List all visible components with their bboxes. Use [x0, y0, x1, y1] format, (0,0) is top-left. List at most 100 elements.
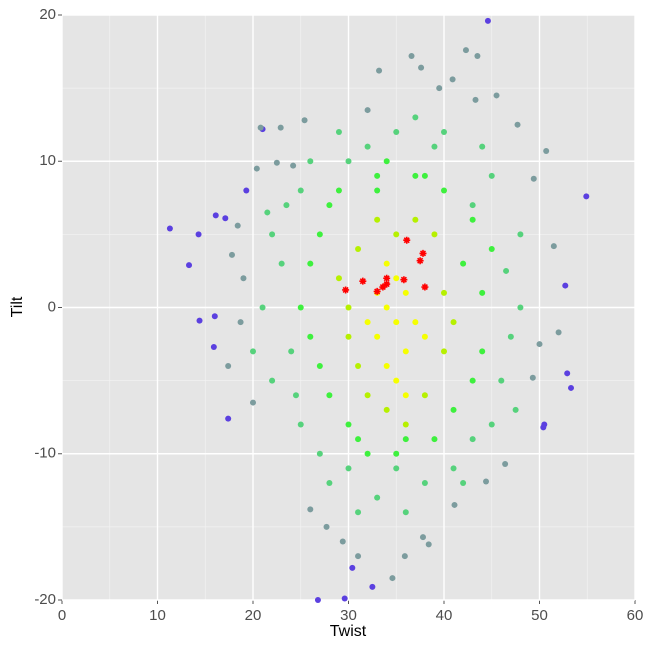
point: [483, 478, 490, 485]
point: [259, 304, 266, 311]
point: [264, 209, 271, 216]
x-tick-label: 0: [58, 607, 66, 624]
point: [195, 231, 202, 238]
point: [419, 534, 426, 541]
point: [393, 377, 400, 384]
point: [488, 172, 495, 179]
x-tick-label: 30: [340, 607, 357, 624]
point: [297, 421, 304, 428]
point: [425, 541, 432, 548]
point: [564, 370, 571, 377]
x-tick-label: 40: [436, 607, 453, 624]
point: [326, 480, 333, 486]
point: [431, 143, 438, 150]
y-tick-label: 0: [48, 298, 56, 315]
point: [374, 494, 381, 501]
point: [225, 363, 232, 369]
y-tick-label: 20: [39, 6, 56, 23]
point: [355, 363, 362, 369]
point: [402, 392, 409, 399]
point: [376, 67, 383, 74]
point: [562, 282, 569, 289]
point: [479, 348, 486, 355]
point: [364, 107, 371, 114]
point: [364, 392, 371, 399]
point: [225, 415, 232, 422]
point: [568, 384, 575, 391]
point: [355, 246, 362, 252]
x-tick-label: 60: [627, 607, 644, 624]
point: [383, 406, 390, 413]
point: [479, 289, 486, 296]
point: [316, 450, 323, 457]
point: [393, 465, 400, 472]
star-point: [400, 276, 408, 284]
point: [529, 374, 536, 381]
point: [341, 595, 348, 602]
star-point: [379, 283, 387, 291]
point: [401, 553, 408, 560]
point: [493, 92, 500, 99]
point: [297, 304, 304, 311]
point: [393, 129, 400, 135]
point: [283, 202, 290, 209]
point: [277, 124, 284, 131]
point: [166, 225, 173, 232]
point: [512, 406, 519, 413]
point: [383, 158, 390, 165]
point: [389, 575, 396, 582]
point: [355, 553, 362, 560]
point: [345, 304, 352, 311]
point: [212, 212, 219, 219]
point: [441, 289, 447, 296]
star-point: [416, 257, 424, 265]
point: [290, 162, 297, 169]
point: [257, 124, 264, 131]
point: [469, 436, 476, 443]
point: [292, 392, 299, 399]
point: [250, 348, 256, 355]
point: [364, 143, 371, 150]
point: [307, 260, 314, 267]
point: [364, 319, 371, 326]
point: [383, 304, 390, 311]
point: [323, 523, 330, 530]
point: [450, 406, 457, 413]
point: [307, 158, 314, 165]
point: [383, 363, 390, 369]
point: [460, 480, 467, 486]
point: [450, 319, 457, 326]
point: [335, 275, 342, 282]
point: [307, 506, 314, 513]
x-tick-label: 50: [531, 607, 548, 624]
point: [441, 348, 447, 355]
y-tick-label: -10: [34, 445, 56, 462]
point: [253, 165, 260, 172]
point: [243, 187, 250, 194]
point: [301, 117, 308, 124]
point: [234, 222, 241, 229]
point: [196, 317, 203, 324]
point: [288, 348, 295, 355]
point: [278, 260, 285, 267]
point: [451, 501, 458, 508]
point: [514, 121, 521, 128]
point: [479, 143, 486, 150]
point: [240, 275, 247, 282]
point: [502, 460, 509, 467]
point: [441, 187, 447, 194]
point: [517, 304, 524, 311]
x-tick-label: 10: [149, 607, 166, 624]
point: [222, 215, 229, 222]
point: [408, 52, 415, 59]
point: [412, 216, 419, 223]
point: [369, 583, 376, 590]
point: [421, 333, 428, 340]
star-point: [342, 286, 350, 294]
x-axis-title: Twist: [330, 623, 367, 640]
point: [273, 159, 280, 166]
point: [393, 450, 400, 457]
point: [307, 333, 314, 340]
point: [402, 348, 409, 355]
